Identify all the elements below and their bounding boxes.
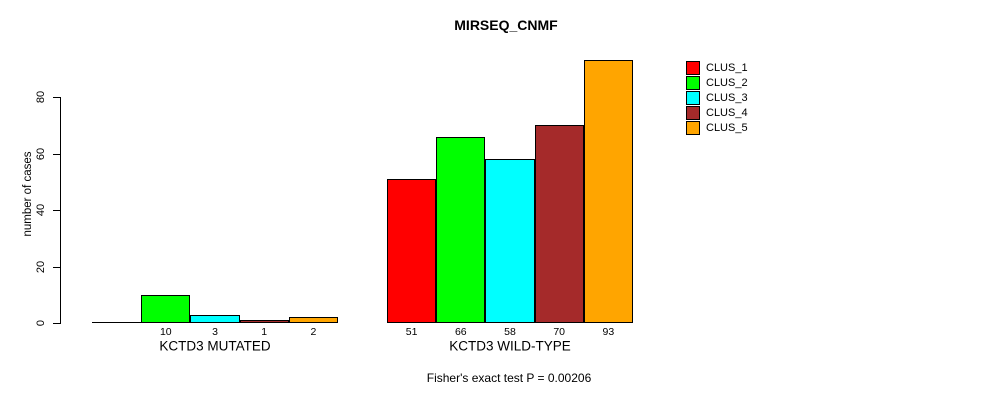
legend-swatch-icon: [686, 60, 700, 75]
bar-clus_4: [534, 125, 584, 323]
legend-label: CLUS_3: [706, 91, 748, 104]
y-axis-tick: [53, 153, 60, 155]
legend-item-clus_4: CLUS_4: [686, 105, 748, 120]
y-axis-tick-label: 60: [35, 147, 47, 160]
legend-label: CLUS_4: [706, 106, 748, 119]
legend-swatch-icon: [686, 105, 700, 120]
bar-clus_2: [436, 136, 486, 323]
bar-value-label: 51: [405, 326, 418, 338]
legend-item-clus_2: CLUS_2: [686, 75, 748, 90]
legend-item-clus_1: CLUS_1: [686, 60, 748, 75]
bar-value-label: 93: [602, 326, 615, 338]
bar-value-label: 2: [310, 326, 317, 338]
y-axis-tick: [53, 323, 60, 324]
bar-value-label: 1: [261, 326, 268, 338]
bar-clus_4: [239, 320, 289, 323]
x-group-label: KCTD3 MUTATED: [159, 338, 271, 354]
legend-swatch-icon: [686, 90, 700, 105]
bar-clus_5: [583, 60, 633, 323]
bar-clus_2: [141, 294, 191, 323]
legend-item-clus_3: CLUS_3: [686, 90, 748, 105]
bar-clus_3: [485, 159, 535, 323]
bar-value-label: 58: [504, 326, 516, 338]
legend-swatch-icon: [686, 75, 700, 90]
y-axis-tick-label: 40: [35, 203, 47, 217]
bar-value-label: 70: [553, 326, 566, 338]
bar-clus_1: [387, 178, 437, 323]
chart-title: MIRSEQ_CNMF: [454, 17, 558, 33]
legend-label: CLUS_5: [706, 121, 748, 134]
legend-item-clus_5: CLUS_5: [686, 120, 748, 135]
annotation-fisher-test: Fisher's exact test P = 0.00206: [426, 371, 592, 385]
y-axis-line: [60, 97, 61, 324]
bar-clus_1-zero: [92, 322, 142, 323]
bar-clus_5: [288, 317, 338, 323]
y-axis-tick: [53, 97, 60, 98]
y-axis-tick-label: 20: [35, 260, 47, 273]
y-axis-tick-label: 0: [35, 319, 47, 327]
y-axis-tick: [53, 210, 60, 211]
legend-label: CLUS_1: [706, 61, 748, 74]
y-axis-tick-label: 80: [35, 90, 47, 104]
bar-clus_3: [190, 314, 240, 323]
legend-label: CLUS_2: [706, 76, 748, 89]
bar-value-label: 3: [212, 326, 218, 338]
bar-value-label: 66: [454, 326, 467, 338]
legend-swatch-icon: [686, 120, 700, 135]
x-group-label: KCTD3 WILD-TYPE: [449, 338, 571, 354]
bar-value-label: 10: [159, 326, 172, 338]
y-axis-tick: [53, 266, 60, 268]
